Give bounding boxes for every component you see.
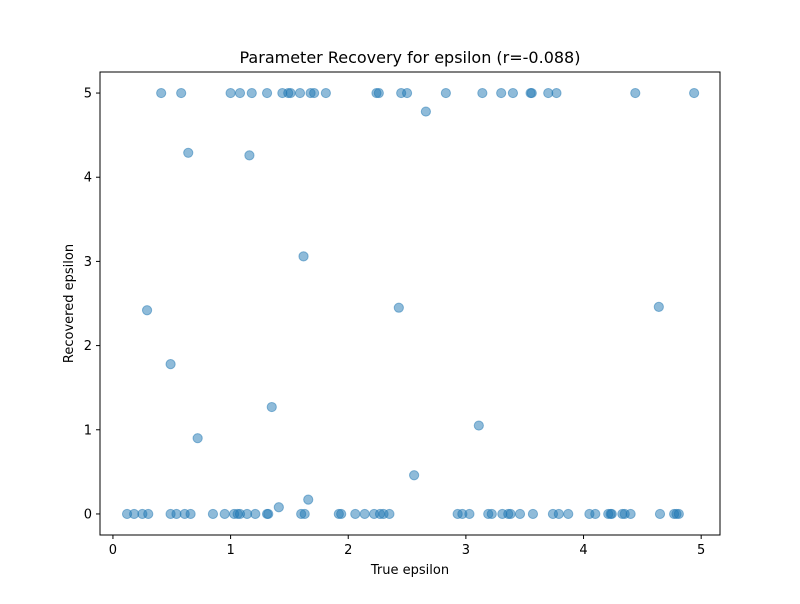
x-tick-label: 4 — [579, 543, 587, 558]
data-point — [373, 87, 384, 99]
data-point — [563, 508, 574, 520]
x-axis-ticks: 0 1 2 3 4 5 — [109, 535, 705, 558]
y-tick-label: 5 — [84, 87, 92, 102]
x-tick-label: 5 — [697, 543, 705, 558]
data-point — [320, 87, 331, 99]
data-point — [263, 508, 274, 520]
data-point — [143, 508, 154, 520]
data-point — [551, 87, 562, 99]
data-point — [673, 508, 684, 520]
data-point — [625, 508, 636, 520]
y-tick-label: 1 — [84, 423, 92, 438]
data-point — [420, 106, 431, 117]
data-point — [409, 470, 420, 481]
data-point — [526, 87, 537, 99]
data-point — [156, 87, 167, 99]
chart-title: Parameter Recovery for epsilon (r=-0.088… — [240, 48, 581, 67]
x-tick-label: 0 — [109, 543, 117, 558]
data-point — [514, 508, 526, 520]
data-point — [384, 508, 395, 520]
data-point — [299, 508, 310, 520]
data-point — [606, 508, 617, 520]
data-point — [401, 87, 413, 99]
data-point — [630, 87, 641, 99]
data-point — [309, 87, 320, 99]
data-point — [246, 87, 257, 99]
data-point — [553, 508, 564, 520]
data-point — [176, 87, 187, 99]
data-point — [440, 87, 451, 99]
x-tick-label: 1 — [226, 543, 234, 558]
data-point — [273, 502, 284, 513]
y-tick-label: 2 — [84, 339, 92, 354]
y-tick-label: 0 — [84, 507, 92, 522]
x-tick-label: 2 — [344, 543, 352, 558]
data-point — [527, 508, 539, 520]
data-point — [654, 508, 666, 520]
data-point — [207, 508, 219, 520]
data-point — [250, 508, 261, 520]
data-point — [234, 87, 246, 99]
data-point — [393, 302, 404, 313]
plot-frame — [99, 71, 721, 536]
data-point — [303, 494, 314, 505]
points-layer — [121, 87, 700, 520]
data-point — [496, 87, 507, 99]
data-point — [590, 508, 601, 520]
data-point — [244, 150, 255, 161]
data-point — [165, 359, 176, 370]
data-point — [225, 87, 236, 99]
data-point — [285, 87, 296, 99]
data-point — [473, 420, 484, 431]
data-point — [336, 508, 347, 520]
data-point — [141, 305, 153, 316]
data-point — [486, 508, 497, 520]
y-tick-label: 4 — [84, 171, 92, 186]
data-point — [219, 508, 230, 520]
data-point — [507, 87, 519, 99]
data-point — [298, 251, 309, 262]
y-axis-ticks: 0 1 2 3 4 5 — [84, 87, 100, 522]
data-point — [464, 508, 475, 520]
data-point — [689, 87, 700, 99]
data-point — [261, 87, 273, 99]
data-point — [192, 433, 203, 444]
data-point — [505, 508, 516, 520]
x-tick-label: 3 — [462, 543, 470, 558]
data-point — [294, 87, 306, 99]
y-tick-label: 3 — [84, 255, 92, 270]
data-point — [350, 508, 361, 520]
data-point — [183, 147, 194, 158]
y-axis-label: Recovered epsilon — [62, 244, 77, 363]
data-point — [477, 87, 488, 99]
x-axis-label: True epsilon — [370, 563, 449, 578]
data-point — [266, 401, 277, 413]
data-point — [653, 301, 664, 312]
data-point — [359, 508, 370, 520]
data-point — [185, 508, 196, 520]
